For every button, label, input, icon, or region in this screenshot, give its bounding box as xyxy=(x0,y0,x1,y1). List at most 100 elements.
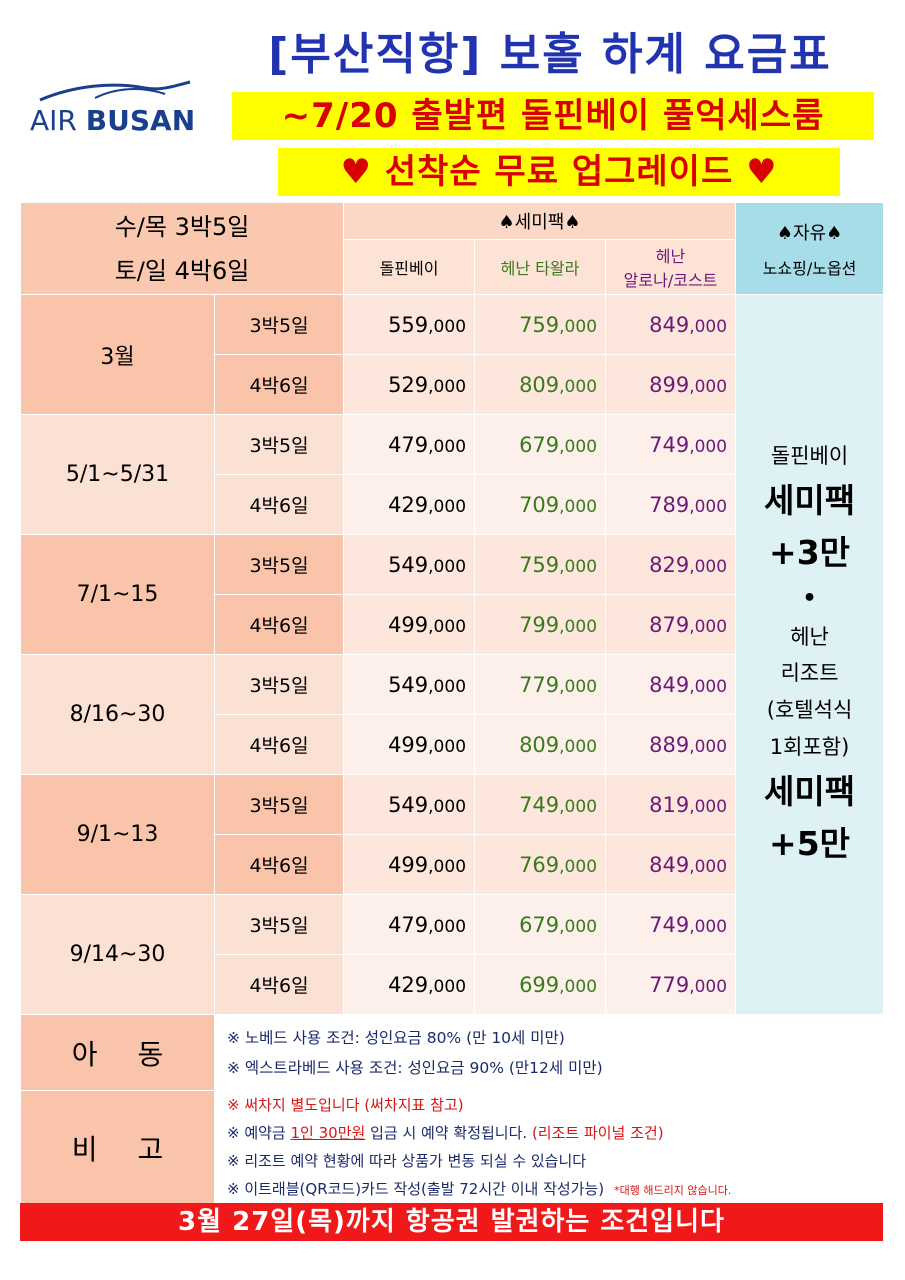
free-line3: +3만 xyxy=(769,533,851,573)
price-value: 779 xyxy=(649,972,690,997)
price-dolphin-bay: 499,000 xyxy=(343,834,476,895)
price-suffix: ,000 xyxy=(559,916,598,937)
logo-busan: BUSAN xyxy=(85,104,196,137)
price-henann-alona: 849,000 xyxy=(605,294,737,355)
page-title: [부산직항] 보홀 하계 요금표 xyxy=(268,29,832,80)
price-dolphin-bay: 499,000 xyxy=(343,594,476,655)
price-henann-tawala: 769,000 xyxy=(474,834,607,895)
price-value: 829 xyxy=(649,552,690,577)
price-henann-alona: 889,000 xyxy=(605,714,737,775)
price-value: 879 xyxy=(649,612,690,637)
price-henann-tawala: 759,000 xyxy=(474,534,607,595)
table-row: 4박6일 499,000 799,000 879,000 xyxy=(21,594,884,655)
price-value: 529 xyxy=(388,372,429,397)
price-value: 479 xyxy=(388,432,429,457)
table-row: 4박6일 529,000 809,000 899,000 xyxy=(21,354,884,415)
price-henann-tawala: 809,000 xyxy=(474,714,607,775)
remarks-line4-text: ※ 이트래블(QR코드)카드 작성(출발 72시간 이내 작성가능) xyxy=(227,1180,605,1198)
price-suffix: ,000 xyxy=(428,376,467,397)
promo-highlight-1: ~7/20 출발편 돌핀베이 풀억세스룸 xyxy=(232,92,874,140)
nights-label: 3박5일 xyxy=(213,654,345,715)
price-dolphin-bay: 559,000 xyxy=(343,294,476,355)
header-free-sub: 노쇼핑/노옵션 xyxy=(762,258,857,278)
promo-highlight-2: ♥ 선착순 무료 업그레이드 ♥ xyxy=(278,148,840,196)
remarks-line4-small: *대행 해드리지 않습니다. xyxy=(614,1184,732,1197)
price-value: 429 xyxy=(388,972,429,997)
price-henann-alona: 849,000 xyxy=(605,654,737,715)
price-suffix: ,000 xyxy=(689,796,728,817)
free-package-note: 돌핀베이 세미팩 +3만 • 헤난 리조트 (호텔석식 1회포함) 세미팩 +5… xyxy=(735,294,885,1015)
price-suffix: ,000 xyxy=(559,856,598,877)
nights-label: 4박6일 xyxy=(213,714,345,775)
price-dolphin-bay: 479,000 xyxy=(343,894,476,955)
price-henann-alona: 849,000 xyxy=(605,834,737,895)
remarks-line2-d: (리조트 파이널 조건) xyxy=(531,1124,664,1142)
table-row: 4박6일 499,000 769,000 849,000 xyxy=(21,834,884,895)
ticketing-deadline-banner: 3월 27일(목)까지 항공권 발권하는 조건입니다 xyxy=(20,1203,883,1241)
child-row: 아동 ※ 노베드 사용 조건: 성인요금 80% (만 10세 미만) ※ 엑스… xyxy=(20,1014,885,1091)
price-value: 709 xyxy=(519,492,560,517)
nights-label: 4박6일 xyxy=(213,594,345,655)
child-line2: ※ 엑스트라베드 사용 조건: 성인요금 90% (만12세 미만) xyxy=(227,1058,603,1077)
header-schedule: 수/목 3박5일 토/일 4박6일 xyxy=(19,202,345,295)
price-suffix: ,000 xyxy=(689,616,728,637)
price-value: 749 xyxy=(649,912,690,937)
price-suffix: ,000 xyxy=(428,616,467,637)
period-label: 8/16~30 xyxy=(20,654,215,775)
free-line4: 헤난 xyxy=(790,624,829,649)
free-line5: 리조트 xyxy=(780,661,839,686)
price-value: 679 xyxy=(519,912,560,937)
price-henann-tawala: 809,000 xyxy=(474,354,607,415)
nights-label: 3박5일 xyxy=(213,894,345,955)
price-suffix: ,000 xyxy=(689,436,728,457)
price-value: 849 xyxy=(649,672,690,697)
free-dot: • xyxy=(802,586,817,612)
price-suffix: ,000 xyxy=(428,316,467,337)
price-henann-alona: 899,000 xyxy=(605,354,737,415)
price-henann-alona: 749,000 xyxy=(605,894,737,955)
price-suffix: ,000 xyxy=(428,676,467,697)
header-semi-pack: ♠세미팩♠ xyxy=(343,202,737,240)
price-henann-alona: 749,000 xyxy=(605,414,737,475)
price-suffix: ,000 xyxy=(559,736,598,757)
price-suffix: ,000 xyxy=(428,736,467,757)
price-value: 759 xyxy=(519,552,560,577)
price-henann-tawala: 709,000 xyxy=(474,474,607,535)
table-row: 3월 3박5일 559,000 759,000 849,000 돌핀베이 세미팩 +3만… xyxy=(20,294,885,1015)
remarks-line2-a: ※ 예약금 xyxy=(227,1124,291,1142)
price-henann-tawala: 759,000 xyxy=(474,294,607,355)
nights-label: 4박6일 xyxy=(213,834,345,895)
price-henann-tawala: 679,000 xyxy=(474,414,607,475)
table-row: 8/16~30 3박5일 549,000 779,000 849,000 xyxy=(20,654,884,775)
header-col-dolphin-bay: 돌핀베이 xyxy=(343,239,476,295)
free-line9: +5만 xyxy=(769,824,851,864)
price-dolphin-bay: 549,000 xyxy=(343,654,476,715)
price-value: 889 xyxy=(649,732,690,757)
free-line2: 세미팩 xyxy=(764,480,856,520)
header-col-henann-tawala: 헤난 타왈라 xyxy=(474,239,607,295)
header-schedule-line1: 수/목 3박5일 xyxy=(114,212,250,241)
child-line1: ※ 노베드 사용 조건: 성인요금 80% (만 10세 미만) xyxy=(227,1028,565,1047)
price-value: 809 xyxy=(519,732,560,757)
price-value: 699 xyxy=(519,972,560,997)
price-suffix: ,000 xyxy=(559,496,598,517)
table-row: 5/1~5/31 3박5일 479,000 679,000 749,000 xyxy=(20,414,884,535)
price-suffix: ,000 xyxy=(689,316,728,337)
table-row: 7/1~15 3박5일 549,000 759,000 829,000 xyxy=(20,534,884,655)
table-row: 4박6일 429,000 709,000 789,000 xyxy=(21,474,884,535)
price-suffix: ,000 xyxy=(689,556,728,577)
free-line7: 1회포함) xyxy=(769,734,850,759)
remarks-line4: ※ 이트래블(QR코드)카드 작성(출발 72시간 이내 작성가능) *대행 해드… xyxy=(227,1175,883,1205)
header-col3-line2: 알로나/코스트 xyxy=(623,271,718,290)
remarks-line2: ※ 예약금 1인 30만원 입금 시 예약 확정됩니다. (리조트 파이널 조건… xyxy=(227,1119,883,1147)
child-conditions: ※ 노베드 사용 조건: 성인요금 80% (만 10세 미만) ※ 엑스트라베… xyxy=(213,1014,885,1091)
price-suffix: ,000 xyxy=(689,976,728,997)
price-value: 769 xyxy=(519,852,560,877)
table-row: 4박6일 429,000 699,000 779,000 xyxy=(21,954,884,1015)
price-henann-tawala: 749,000 xyxy=(474,774,607,835)
remarks-list: ※ 써차지 별도입니다 (써차지표 참고) ※ 예약금 1인 30만원 입금 시… xyxy=(213,1090,885,1206)
price-dolphin-bay: 499,000 xyxy=(343,714,476,775)
header-free-title: ♠자유♠ xyxy=(776,222,843,244)
price-henann-alona: 779,000 xyxy=(605,954,737,1015)
price-henann-tawala: 799,000 xyxy=(474,594,607,655)
